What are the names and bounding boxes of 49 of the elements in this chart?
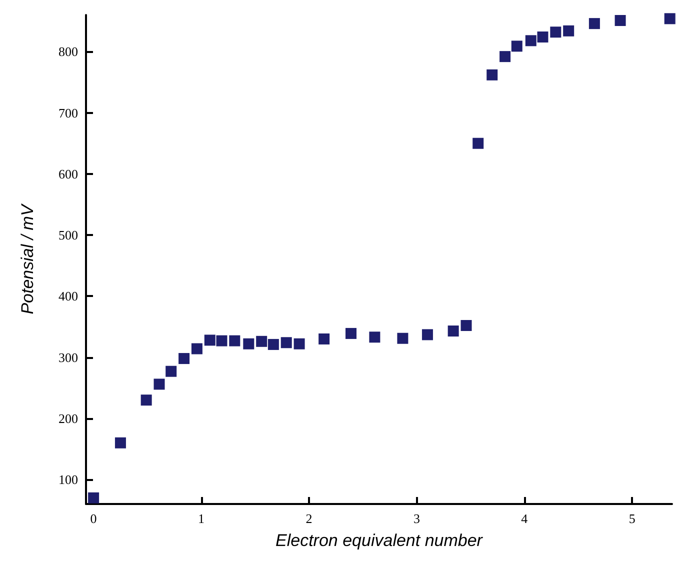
point: [614, 15, 626, 26]
point: [216, 335, 228, 346]
point: [563, 25, 574, 36]
y-tick-label: 500: [58, 228, 78, 243]
x-tick-label: 5: [628, 511, 636, 526]
point: [140, 394, 152, 406]
point: [511, 40, 522, 52]
point: [191, 343, 202, 354]
point: [550, 26, 562, 38]
point: [256, 336, 268, 347]
point: [294, 338, 305, 350]
point: [486, 69, 498, 80]
x-tick-label: 4: [521, 511, 528, 526]
point: [345, 328, 356, 339]
point: [588, 18, 600, 30]
point: [280, 337, 292, 348]
y-axis-title: Potensial / mV: [18, 203, 37, 314]
point: [525, 35, 536, 46]
point: [204, 334, 216, 346]
point: [460, 320, 472, 332]
point: [318, 333, 330, 344]
point: [114, 437, 126, 448]
point: [537, 32, 548, 43]
y-tick-label: 400: [58, 288, 78, 304]
point: [178, 353, 190, 364]
y-tick-label: 300: [58, 350, 78, 365]
point: [268, 338, 279, 350]
x-tick-label: 1: [198, 511, 205, 526]
x-tick-label: 3: [413, 511, 420, 526]
y-tick-label: 200: [58, 410, 78, 426]
y-tick-label: 700: [58, 105, 78, 120]
point: [664, 13, 676, 24]
point: [166, 366, 177, 377]
point: [243, 338, 254, 350]
x-tick-label: 0: [90, 511, 97, 526]
y-tick-label: 100: [58, 472, 78, 488]
point: [154, 378, 165, 390]
point: [448, 326, 459, 337]
x-tick-label: 2: [306, 511, 312, 526]
point: [472, 138, 484, 149]
y-tick-label: 600: [58, 166, 78, 182]
point: [88, 492, 100, 504]
point: [500, 51, 511, 62]
point: [397, 332, 408, 344]
point: [422, 329, 433, 340]
point: [229, 335, 240, 346]
point: [369, 332, 380, 343]
x-axis-title: Electron equivalent number: [276, 531, 484, 550]
y-tick-label: 800: [58, 44, 78, 60]
